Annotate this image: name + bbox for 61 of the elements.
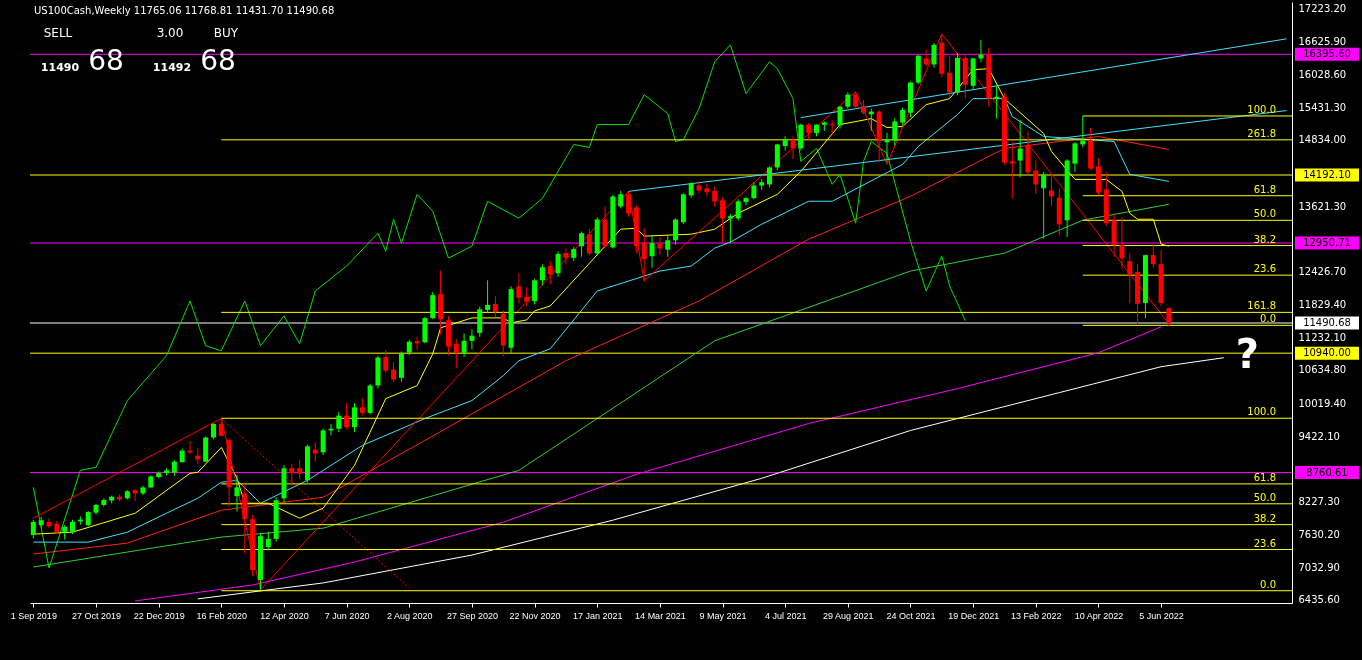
x-tick-label: 9 May 2021 bbox=[699, 610, 747, 621]
x-tick-label: 13 Feb 2022 bbox=[1011, 610, 1062, 621]
annotation: 11492 bbox=[152, 61, 192, 74]
x-tick-label: 22 Dec 2019 bbox=[133, 610, 185, 621]
y-tick-label: 11829.40 bbox=[1298, 298, 1347, 310]
annotation: 11490 bbox=[40, 61, 80, 74]
y-tick-label: 12426.70 bbox=[1298, 266, 1347, 278]
x-tick-label: 27 Oct 2019 bbox=[71, 610, 122, 621]
annotation: BUY bbox=[213, 26, 239, 40]
x-tick-label: 5 Jun 2022 bbox=[1139, 610, 1184, 621]
x-tick-label: 14 Mar 2021 bbox=[635, 610, 686, 621]
series-label: 38.2 bbox=[1253, 512, 1276, 524]
x-tick-label: 1 Sep 2019 bbox=[10, 610, 57, 621]
ref-line-label: 12950.71 bbox=[1303, 237, 1351, 249]
series-label: 50.0 bbox=[1253, 491, 1276, 503]
x-tick-label: 10 Apr 2022 bbox=[1074, 610, 1124, 621]
series-label: 23.6 bbox=[1253, 537, 1276, 549]
x-tick-label: 29 Aug 2021 bbox=[823, 610, 874, 621]
annotation: SELL bbox=[43, 26, 73, 40]
series-label: 23.6 bbox=[1253, 263, 1276, 275]
x-tick-label: 27 Sep 2020 bbox=[446, 610, 498, 621]
x-tick-label: 4 Jul 2021 bbox=[764, 610, 807, 621]
y-tick-label: 16625.90 bbox=[1298, 36, 1347, 48]
y-tick-label: 10019.40 bbox=[1298, 398, 1347, 410]
x-tick-label: 2 Aug 2020 bbox=[387, 610, 433, 621]
x-tick-label: 17 Jan 2021 bbox=[572, 610, 623, 621]
x-tick-label: 7 Jun 2020 bbox=[324, 610, 370, 621]
series-label: 61.8 bbox=[1253, 471, 1276, 483]
x-tick-label: 19 Dec 2021 bbox=[948, 610, 1000, 621]
x-tick-label: 12 Apr 2020 bbox=[260, 610, 309, 621]
y-tick-label: 16028.60 bbox=[1298, 68, 1347, 80]
series-label: 50.0 bbox=[1253, 208, 1276, 220]
ref-line-label: 8760.61 bbox=[1306, 466, 1348, 478]
x-tick-label: 16 Feb 2020 bbox=[196, 610, 248, 621]
ref-line-label: 10940.00 bbox=[1303, 347, 1351, 359]
y-tick-label: 6435.60 bbox=[1298, 594, 1340, 606]
y-tick-label: 8227.30 bbox=[1298, 496, 1340, 508]
ref-line-label: 14192.10 bbox=[1303, 169, 1351, 181]
series-label: 38.2 bbox=[1253, 233, 1276, 245]
y-tick-label: 11232.10 bbox=[1298, 331, 1347, 343]
ref-line-label: 11490.68 bbox=[1303, 317, 1351, 329]
series-label: 61.8 bbox=[1253, 183, 1276, 195]
y-tick-label: 15431.30 bbox=[1298, 101, 1347, 113]
y-tick-label: 10634.80 bbox=[1298, 364, 1347, 376]
x-tick-label: 24 Oct 2021 bbox=[886, 610, 936, 621]
y-tick-label: 14834.00 bbox=[1298, 134, 1347, 146]
y-tick-label: 13621.30 bbox=[1298, 200, 1347, 212]
chart-title: US100Cash,Weekly 11765.06 11768.81 11431.70 11490.68 bbox=[34, 5, 335, 16]
series-label: 261.8 bbox=[1247, 127, 1276, 139]
series-label: 100.0 bbox=[1247, 103, 1276, 115]
y-tick-label: 17223.20 bbox=[1298, 3, 1347, 15]
series-label: 0.0 bbox=[1260, 578, 1276, 590]
x-tick-label: 22 Nov 2020 bbox=[509, 610, 561, 621]
ref-line-label: 16395.60 bbox=[1303, 48, 1351, 60]
annotation: 3.00 bbox=[156, 26, 184, 40]
y-tick-label: 7032.90 bbox=[1298, 561, 1340, 573]
series-label: 0.0 bbox=[1260, 313, 1276, 325]
y-tick-label: 9422.10 bbox=[1298, 430, 1340, 442]
y-tick-label: 7630.20 bbox=[1298, 529, 1340, 541]
series-label: 100.0 bbox=[1247, 406, 1276, 418]
series-label: 161.8 bbox=[1247, 300, 1276, 312]
